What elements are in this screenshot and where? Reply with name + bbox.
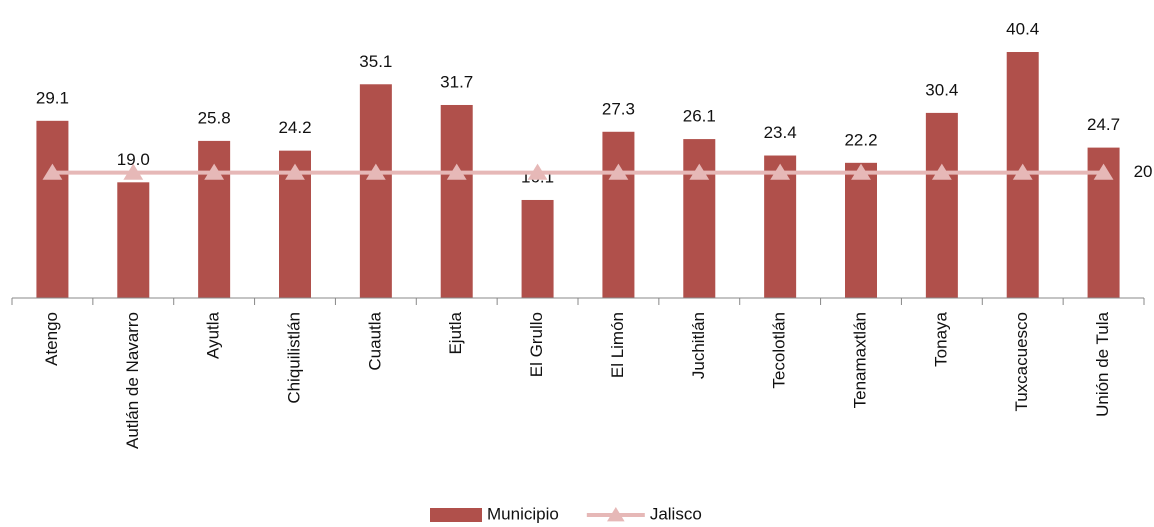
data-label: 29.1 [36, 88, 69, 107]
x-tick-label: Tecolotlán [770, 312, 789, 389]
marker [285, 163, 305, 180]
legend-swatch [430, 508, 482, 522]
marker [770, 163, 791, 180]
bar [683, 139, 716, 298]
x-tick-label: El Limón [608, 312, 627, 378]
data-label: 20.6 [1134, 162, 1154, 181]
data-label: 35.1 [359, 52, 392, 71]
legend-label: Municipio [487, 504, 559, 523]
x-tick-label: Unión de Tula [1093, 311, 1112, 416]
data-label: 24.7 [1087, 115, 1120, 134]
marker [365, 163, 386, 180]
marker [689, 163, 710, 180]
x-tick-label: Atengo [42, 312, 61, 366]
marker [123, 163, 144, 180]
data-label: 22.2 [844, 130, 877, 149]
data-label: 25.8 [198, 108, 231, 127]
x-tick-label: Chiquilistlán [284, 312, 303, 404]
bar [845, 162, 877, 298]
data-label: 26.1 [683, 107, 716, 126]
legend-marker [607, 507, 625, 522]
marker [527, 163, 548, 180]
bar [36, 120, 69, 299]
x-tick-label: Ejutla [446, 311, 465, 354]
x-tick-label: Tuxcacuesco [1012, 312, 1031, 412]
x-tick-label: Cuautla [365, 311, 384, 370]
x-tick-label: Ayutla [204, 311, 223, 358]
data-label: 31.7 [440, 72, 473, 91]
marker [204, 163, 225, 180]
marker [446, 163, 467, 180]
data-label: 23.4 [764, 123, 797, 142]
data-label: 30.4 [925, 80, 958, 99]
data-label: 24.2 [278, 118, 311, 137]
bar [602, 131, 635, 298]
x-tick-label: Tonaya [931, 311, 950, 366]
marker [608, 163, 629, 180]
x-tick-label: Tenamaxtlán [850, 312, 869, 408]
bar [117, 182, 150, 298]
bar [359, 84, 392, 298]
marker [1012, 163, 1033, 180]
bar [521, 199, 554, 298]
data-label: 40.4 [1006, 19, 1039, 38]
bar [925, 112, 958, 298]
x-tick-label: Autlán de Navarro [123, 312, 142, 449]
x-tick-label: Juchitlán [689, 312, 708, 379]
marker [1093, 163, 1114, 180]
legend-label: Jalisco [650, 504, 702, 523]
bar [440, 104, 473, 298]
legend-item: Jalisco [586, 504, 702, 523]
legend-item: Municipio [430, 504, 559, 523]
data-label: 27.3 [602, 99, 635, 118]
marker [42, 163, 63, 180]
marker [851, 163, 871, 180]
marker [931, 163, 952, 180]
data-label: 19.0 [117, 150, 150, 169]
x-tick-label: El Grullo [527, 312, 546, 377]
